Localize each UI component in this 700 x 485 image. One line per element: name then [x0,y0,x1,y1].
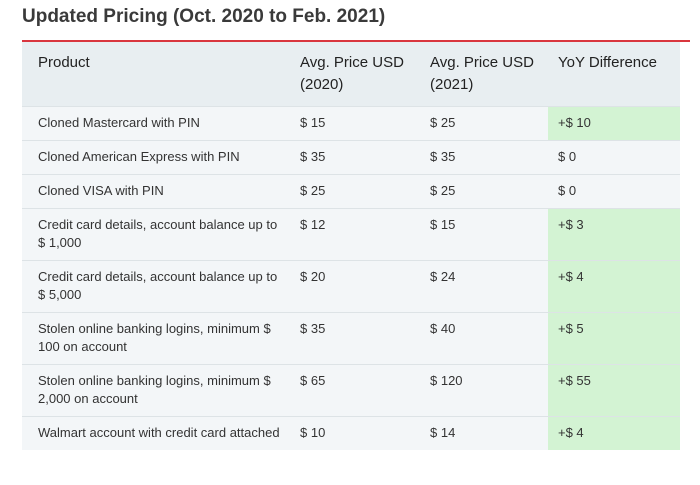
value-cell: $ 25 [420,174,548,209]
value-cell: $ 65 [290,364,420,417]
product-cell: Stolen online banking logins, minimum $ … [22,312,290,365]
column-header: Avg. Price USD (2020) [290,42,420,107]
value-cell: $ 15 [290,106,420,141]
table-row: Cloned American Express with PIN $ 35 $ 35… [22,140,680,175]
table-row: Credit card details, account balance up … [22,208,680,261]
column-header: Product [22,42,290,107]
page-title: Updated Pricing (Oct. 2020 to Feb. 2021) [22,6,386,27]
table-row: Stolen online banking logins, minimum $ … [22,364,680,417]
value-cell: $ 10 [290,416,420,450]
value-cell: $ 20 [290,260,420,313]
product-cell: Stolen online banking logins, minimum $ … [22,364,290,417]
value-cell: +$ 5 [548,312,680,365]
value-cell: $ 120 [420,364,548,417]
title-rule [22,40,690,42]
value-cell: $ 0 [548,140,680,175]
value-cell: $ 40 [420,312,548,365]
value-cell: $ 0 [548,174,680,209]
value-cell: $ 35 [290,312,420,365]
value-cell: $ 14 [420,416,548,450]
table-row: Cloned VISA with PIN $ 25 $ 25 $ 0 [22,174,680,209]
value-cell: +$ 3 [548,208,680,261]
table-row: Credit card details, account balance up … [22,260,680,313]
value-cell: +$ 4 [548,416,680,450]
value-cell: $ 35 [290,140,420,175]
product-cell: Cloned VISA with PIN [22,174,290,209]
value-cell: $ 15 [420,208,548,261]
value-cell: $ 24 [420,260,548,313]
product-cell: Cloned American Express with PIN [22,140,290,175]
product-cell: Walmart account with credit card attache… [22,416,290,450]
value-cell: +$ 4 [548,260,680,313]
column-header: YoY Difference [548,42,680,107]
value-cell: $ 12 [290,208,420,261]
product-cell: Credit card details, account balance up … [22,260,290,313]
table-body: Cloned Mastercard with PIN $ 15 $ 25 +$ 10 C… [22,106,680,450]
product-cell: Credit card details, account balance up … [22,208,290,261]
product-cell: Cloned Mastercard with PIN [22,106,290,141]
value-cell: $ 25 [420,106,548,141]
header-row: Product Avg. Price USD (2020) Avg. Price U… [22,42,680,107]
value-cell: +$ 10 [548,106,680,141]
value-cell: +$ 55 [548,364,680,417]
column-header: Avg. Price USD (2021) [420,42,548,107]
value-cell: $ 25 [290,174,420,209]
value-cell: $ 35 [420,140,548,175]
pricing-table: Product Avg. Price USD (2020) Avg. Price U… [22,42,680,450]
table-head: Product Avg. Price USD (2020) Avg. Price U… [22,42,680,107]
table-row: Cloned Mastercard with PIN $ 15 $ 25 +$ 10 [22,106,680,141]
table-row: Stolen online banking logins, minimum $ … [22,312,680,365]
table-row: Walmart account with credit card attache… [22,416,680,450]
